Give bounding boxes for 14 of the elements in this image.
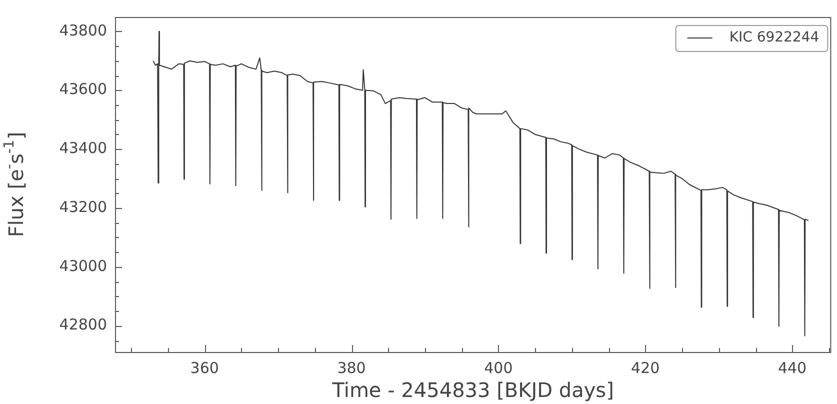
- y-tick-label: 43200: [59, 198, 107, 216]
- y-tick-label: 43400: [59, 139, 107, 158]
- x-tick-label: 380: [337, 358, 366, 377]
- y-tick-label: 43800: [59, 21, 107, 40]
- y-tick-label: 43600: [59, 80, 107, 98]
- x-axis-title: Time - 2454833 [BKJD days]: [331, 378, 614, 402]
- y-axis-title: Flux [e-s-1]: [2, 132, 28, 238]
- x-tick-label: 400: [484, 358, 513, 377]
- x-tick-label: 420: [631, 358, 660, 377]
- x-tick-label: 440: [778, 358, 807, 377]
- y-tick-label: 43000: [59, 256, 107, 275]
- y-tick-label: 42800: [59, 316, 107, 334]
- legend-label: KIC 6922244: [729, 30, 820, 46]
- x-tick-label: 360: [190, 358, 219, 377]
